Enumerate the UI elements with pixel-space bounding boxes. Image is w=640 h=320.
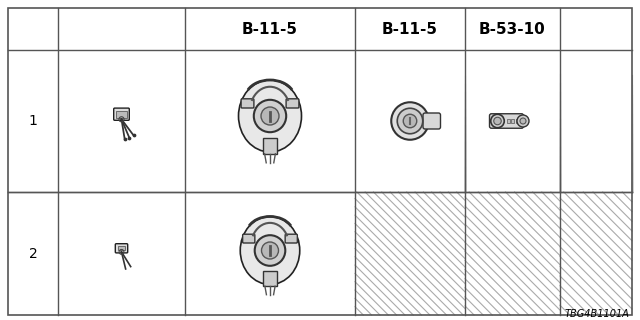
- Text: B-11-5: B-11-5: [382, 21, 438, 36]
- Ellipse shape: [239, 80, 301, 152]
- Text: B-53-10: B-53-10: [479, 21, 546, 36]
- Circle shape: [397, 108, 423, 134]
- Circle shape: [517, 115, 529, 127]
- Bar: [116, 111, 127, 118]
- Circle shape: [391, 102, 429, 140]
- Circle shape: [254, 100, 286, 132]
- Circle shape: [491, 114, 504, 128]
- Text: 1: 1: [29, 114, 37, 128]
- FancyBboxPatch shape: [490, 114, 524, 128]
- Bar: [515, 119, 518, 123]
- Circle shape: [520, 118, 526, 124]
- Bar: [511, 119, 514, 123]
- FancyBboxPatch shape: [115, 244, 128, 253]
- Text: B-11-5: B-11-5: [242, 21, 298, 36]
- Bar: [506, 119, 509, 123]
- Circle shape: [262, 242, 278, 259]
- FancyBboxPatch shape: [285, 234, 298, 243]
- Circle shape: [493, 117, 501, 125]
- Circle shape: [403, 114, 417, 128]
- Bar: [263, 138, 277, 154]
- FancyBboxPatch shape: [114, 108, 129, 120]
- Text: 2: 2: [29, 246, 37, 260]
- Bar: [263, 271, 277, 286]
- Ellipse shape: [240, 217, 300, 284]
- Circle shape: [255, 235, 285, 266]
- FancyBboxPatch shape: [286, 99, 299, 108]
- FancyBboxPatch shape: [423, 113, 440, 129]
- FancyBboxPatch shape: [243, 234, 255, 243]
- Text: TBG4B1101A: TBG4B1101A: [564, 309, 629, 319]
- Bar: [118, 246, 125, 250]
- Circle shape: [261, 107, 279, 125]
- FancyBboxPatch shape: [241, 99, 254, 108]
